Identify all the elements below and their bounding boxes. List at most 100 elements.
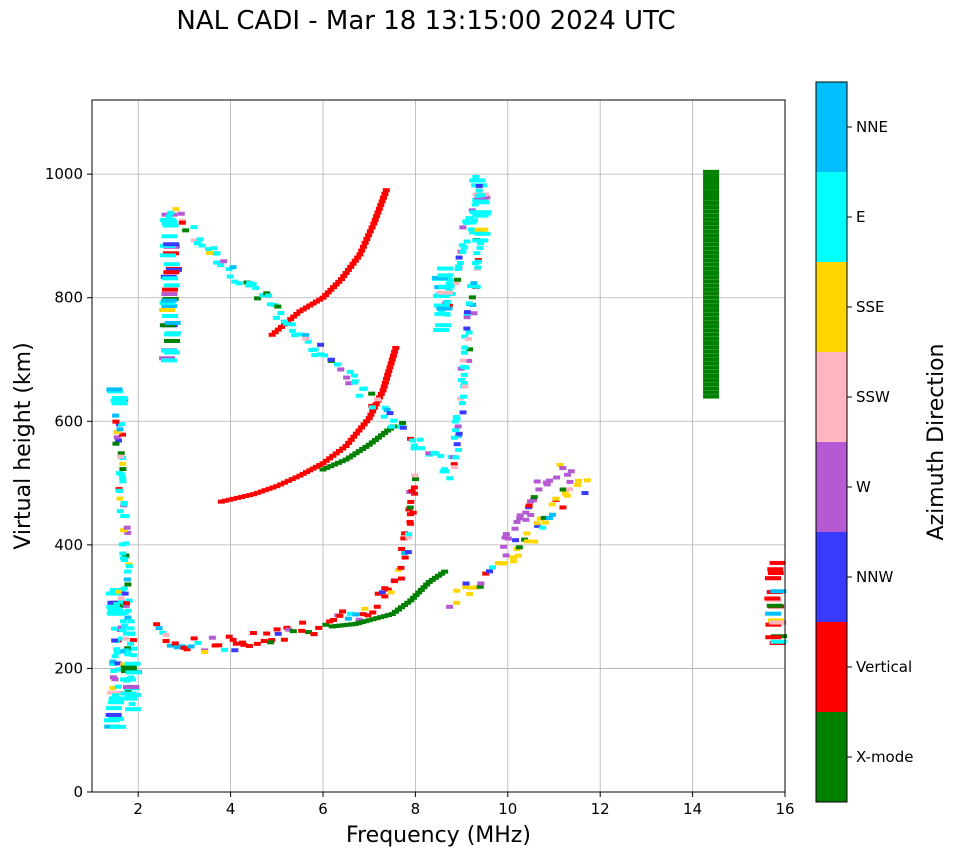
data-point [225, 497, 233, 502]
data-point [524, 539, 532, 544]
data-point [703, 196, 720, 201]
data-point [530, 495, 538, 500]
chart-title: NAL CADI - Mar 18 13:15:00 2024 UTC [176, 6, 676, 36]
data-point [703, 246, 720, 251]
data-point [500, 561, 508, 566]
data-point [377, 391, 385, 396]
data-point [443, 300, 451, 305]
data-point [263, 291, 271, 296]
data-point [161, 348, 178, 353]
data-point [472, 197, 489, 202]
data-point [171, 641, 179, 646]
data-point [163, 283, 180, 288]
data-point [703, 312, 720, 317]
data-point [703, 205, 720, 210]
data-point [460, 245, 468, 250]
data-point [183, 647, 191, 652]
data-point [114, 606, 122, 611]
colorbar-frame [815, 81, 848, 803]
colorbar-segment [816, 442, 847, 532]
data-point [368, 405, 376, 410]
data-point [124, 530, 132, 535]
data-point [454, 277, 462, 282]
data-point [123, 525, 131, 530]
data-point [529, 498, 537, 503]
data-point [159, 323, 176, 328]
data-point [299, 620, 307, 625]
data-point [127, 626, 135, 631]
data-point [327, 287, 335, 292]
data-point [378, 433, 386, 438]
data-point [374, 435, 382, 440]
data-point [120, 502, 128, 507]
data-point [213, 260, 221, 265]
data-point [269, 485, 277, 490]
data-point [359, 244, 367, 249]
data-point [326, 619, 334, 624]
data-point [324, 290, 332, 295]
data-point [346, 611, 354, 616]
data-point [164, 320, 181, 325]
data-point [263, 631, 271, 636]
data-point [457, 377, 465, 382]
data-point [115, 488, 123, 493]
data-point [431, 275, 448, 280]
data-point [272, 315, 280, 320]
data-point [380, 414, 388, 419]
data-point [463, 239, 471, 244]
data-point [703, 328, 720, 333]
data-point [119, 476, 127, 481]
data-point [342, 457, 350, 462]
data-point [198, 243, 206, 248]
data-point [473, 200, 490, 205]
data-point [235, 281, 243, 286]
data-point [407, 499, 415, 504]
y-tick-label: 0 [73, 783, 83, 801]
data-point [381, 380, 389, 385]
data-point [358, 425, 365, 430]
data-point [564, 472, 572, 477]
data-point [703, 303, 720, 308]
data-point [500, 544, 508, 549]
data-point [386, 365, 394, 370]
data-point [339, 446, 347, 451]
data-point [475, 210, 492, 215]
data-point [454, 424, 462, 429]
data-point [160, 298, 177, 303]
data-point [317, 342, 325, 347]
data-point [460, 372, 468, 377]
data-point [441, 467, 449, 472]
data-point [765, 611, 782, 616]
data-point [277, 482, 285, 487]
data-point [435, 573, 442, 578]
data-point [239, 640, 247, 645]
data-point [113, 650, 121, 655]
data-point [703, 349, 720, 354]
data-point [240, 642, 248, 647]
data-point [703, 316, 720, 321]
data-point [361, 240, 369, 245]
data-point [418, 446, 426, 451]
data-point [465, 330, 473, 335]
data-point [406, 519, 414, 524]
data-point [475, 183, 483, 188]
data-point [342, 444, 350, 448]
data-point [322, 458, 330, 463]
data-point [111, 638, 119, 643]
data-point [229, 637, 237, 642]
data-point [454, 433, 462, 438]
colorbar-label: Vertical [856, 658, 912, 676]
data-point [378, 199, 386, 204]
data-point [352, 431, 360, 436]
data-point [254, 296, 262, 301]
data-point [553, 475, 561, 480]
data-point [119, 461, 127, 466]
data-point [459, 225, 467, 230]
data-point [109, 662, 117, 667]
data-point [117, 451, 125, 456]
data-point [249, 631, 257, 636]
data-point [290, 314, 298, 319]
data-point [428, 577, 436, 582]
data-point [305, 630, 313, 635]
